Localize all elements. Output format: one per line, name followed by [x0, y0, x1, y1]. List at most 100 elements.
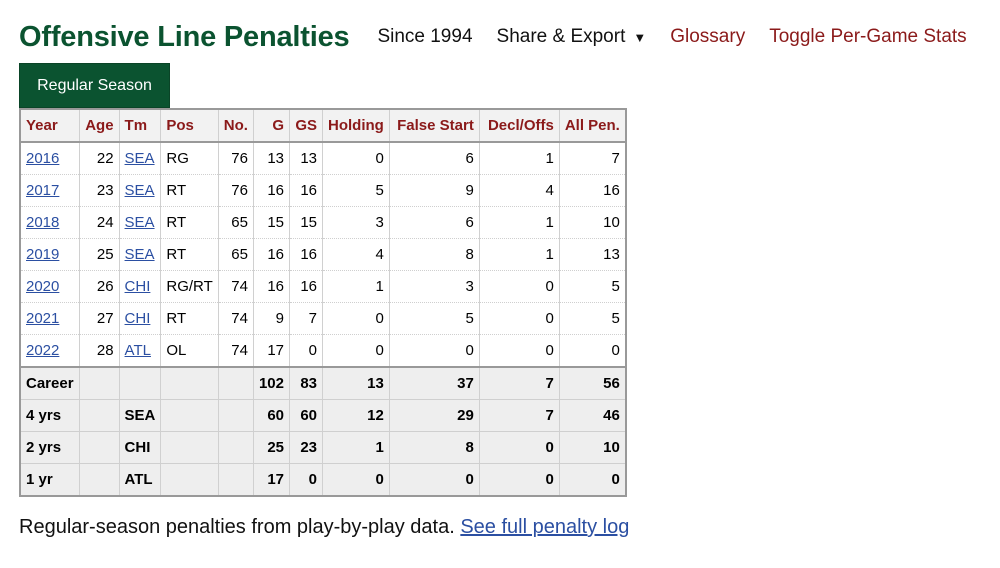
year-link[interactable]: 2020 [26, 278, 60, 295]
table-cell: 74 [218, 270, 254, 303]
year-link[interactable]: 2018 [26, 214, 60, 231]
year-link[interactable]: 2016 [26, 150, 60, 167]
table-cell: 28 [79, 334, 120, 368]
summary-cell: 2 yrs [20, 431, 80, 464]
column-header-pos[interactable]: Pos [160, 109, 219, 143]
table-cell: 1 [479, 206, 560, 239]
column-header-decl-offs[interactable]: Decl/Offs [479, 109, 560, 143]
summary-cell: 0 [559, 463, 627, 497]
column-header-year[interactable]: Year [20, 109, 80, 143]
team-cell[interactable]: SEA [119, 174, 162, 207]
table-cell: RG [160, 142, 219, 175]
table-cell: 0 [559, 334, 627, 368]
team-link[interactable]: ATL [124, 342, 151, 359]
column-header-gs[interactable]: GS [289, 109, 323, 143]
table-cell: RG/RT [160, 270, 219, 303]
share-export-button[interactable]: Share & Export ▼ [497, 26, 647, 48]
team-link[interactable]: CHI [124, 278, 151, 295]
glossary-link[interactable]: Glossary [670, 26, 746, 47]
table-cell: 16 [253, 174, 291, 207]
year-link[interactable]: 2017 [26, 182, 60, 199]
table-cell: 5 [322, 174, 390, 207]
table-note: Regular-season penalties from play-by-pl… [19, 516, 629, 539]
table-cell: RT [160, 206, 219, 239]
team-cell[interactable]: SEA [119, 142, 162, 175]
note-text: Regular-season penalties from play-by-pl… [19, 516, 455, 538]
table-cell: 10 [559, 206, 627, 239]
summary-cell: 0 [289, 463, 323, 497]
toggle-per-game-link[interactable]: Toggle Per-Game Stats [769, 26, 967, 47]
team-cell[interactable]: CHI [119, 270, 162, 303]
table-cell: 16 [289, 174, 323, 207]
summary-cell [160, 463, 219, 497]
year-link[interactable]: 2021 [26, 310, 60, 327]
table-cell: 27 [79, 302, 120, 335]
year-link[interactable]: 2019 [26, 246, 60, 263]
column-header-holding[interactable]: Holding [322, 109, 390, 143]
column-header-no[interactable]: No. [218, 109, 254, 143]
team-cell[interactable]: CHI [119, 302, 162, 335]
table-cell: 1 [322, 270, 390, 303]
year-cell[interactable]: 2018 [20, 206, 80, 239]
table-cell: 22 [79, 142, 120, 175]
team-link[interactable]: SEA [124, 214, 155, 231]
team-cell[interactable]: ATL [119, 334, 162, 368]
table-cell: 9 [389, 174, 480, 207]
table-cell: 4 [322, 238, 390, 271]
summary-cell [218, 463, 254, 497]
table-cell: 15 [253, 206, 291, 239]
column-header-tm[interactable]: Tm [119, 109, 162, 143]
summary-cell: 60 [253, 399, 291, 432]
table-cell: RT [160, 174, 219, 207]
table-cell: 26 [79, 270, 120, 303]
summary-cell: 37 [389, 366, 480, 400]
year-cell[interactable]: 2020 [20, 270, 80, 303]
table-cell: 65 [218, 206, 254, 239]
table-row: 2020 26 CHI RG/RT 74 16 16 1 3 0 5 [20, 270, 627, 303]
penalty-log-link[interactable]: See full penalty log [460, 516, 630, 538]
year-link[interactable]: 2022 [26, 342, 60, 359]
summary-cell: 4 yrs [20, 399, 80, 432]
table-cell: 4 [479, 174, 560, 207]
year-cell[interactable]: 2021 [20, 302, 80, 335]
team-cell[interactable]: SEA [119, 238, 162, 271]
year-cell[interactable]: 2019 [20, 238, 80, 271]
summary-cell: 83 [289, 366, 323, 400]
column-header-age[interactable]: Age [79, 109, 120, 143]
year-cell[interactable]: 2016 [20, 142, 80, 175]
year-cell[interactable]: 2017 [20, 174, 80, 207]
table-row: 2017 23 SEA RT 76 16 16 5 9 4 16 [20, 174, 627, 207]
column-header-all-pen[interactable]: All Pen. [559, 109, 627, 143]
table-cell: 13 [253, 142, 291, 175]
table-cell: 13 [559, 238, 627, 271]
team-link[interactable]: SEA [124, 182, 155, 199]
summary-cell: 0 [479, 431, 560, 464]
table-cell: 25 [79, 238, 120, 271]
summary-cell: 8 [389, 431, 480, 464]
table-cell: 16 [559, 174, 627, 207]
summary-cell: 0 [479, 463, 560, 497]
year-cell[interactable]: 2022 [20, 334, 80, 368]
summary-cell: 7 [479, 399, 560, 432]
summary-cell: 12 [322, 399, 390, 432]
table-cell: 7 [559, 142, 627, 175]
table-cell: 24 [79, 206, 120, 239]
summary-cell: 46 [559, 399, 627, 432]
column-header-false-start[interactable]: False Start [389, 109, 480, 143]
table-cell: 16 [289, 270, 323, 303]
column-header-g[interactable]: G [253, 109, 291, 143]
tab-regular-season[interactable]: Regular Season [19, 63, 170, 108]
summary-row: 4 yrs SEA 60 60 12 29 7 46 [20, 399, 627, 432]
team-link[interactable]: CHI [124, 310, 151, 327]
summary-cell: 0 [389, 463, 480, 497]
team-cell[interactable]: SEA [119, 206, 162, 239]
summary-cell: 102 [253, 366, 291, 400]
table-cell: 74 [218, 334, 254, 368]
team-link[interactable]: SEA [124, 246, 155, 263]
team-link[interactable]: SEA [124, 150, 155, 167]
summary-cell: 0 [322, 463, 390, 497]
summary-cell [160, 366, 219, 400]
table-cell: 0 [479, 334, 560, 368]
table-cell: OL [160, 334, 219, 368]
summary-cell: CHI [119, 431, 162, 464]
